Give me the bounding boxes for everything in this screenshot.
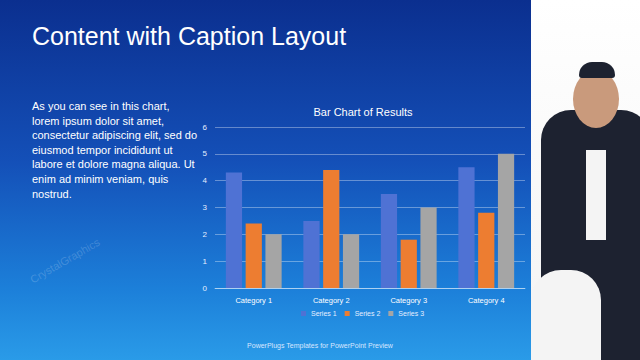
svg-text:Category 2: Category 2 [313,296,350,305]
svg-text:Series 2: Series 2 [355,310,381,317]
svg-text:3: 3 [203,203,208,212]
html-text:PowerPlugs Templates for Power: PowerPlugs Templates for PowerPoint Prev… [247,342,393,349]
svg-text:1: 1 [203,257,208,266]
svg-text:6: 6 [203,123,208,132]
svg-text:Bar Chart of Results: Bar Chart of Results [313,106,413,118]
svg-text:Category 3: Category 3 [390,296,427,305]
html-text:As you can see in this chart,: As you can see in this chart, lorem ipsu… [32,100,198,200]
svg-text:Series 3: Series 3 [398,310,424,317]
html-text:Content with Caption Layout: Content with Caption Layout [32,22,347,50]
svg-text:Category 1: Category 1 [235,296,272,305]
svg-text:5: 5 [203,149,208,158]
svg-text:0: 0 [203,284,208,293]
html-text:CrystalGraphics: CrystalGraphics [28,235,102,286]
svg-text:Series 1: Series 1 [311,310,337,317]
svg-text:Category 4: Category 4 [468,296,505,305]
svg-text:2: 2 [203,230,208,239]
svg-text:4: 4 [203,176,208,185]
